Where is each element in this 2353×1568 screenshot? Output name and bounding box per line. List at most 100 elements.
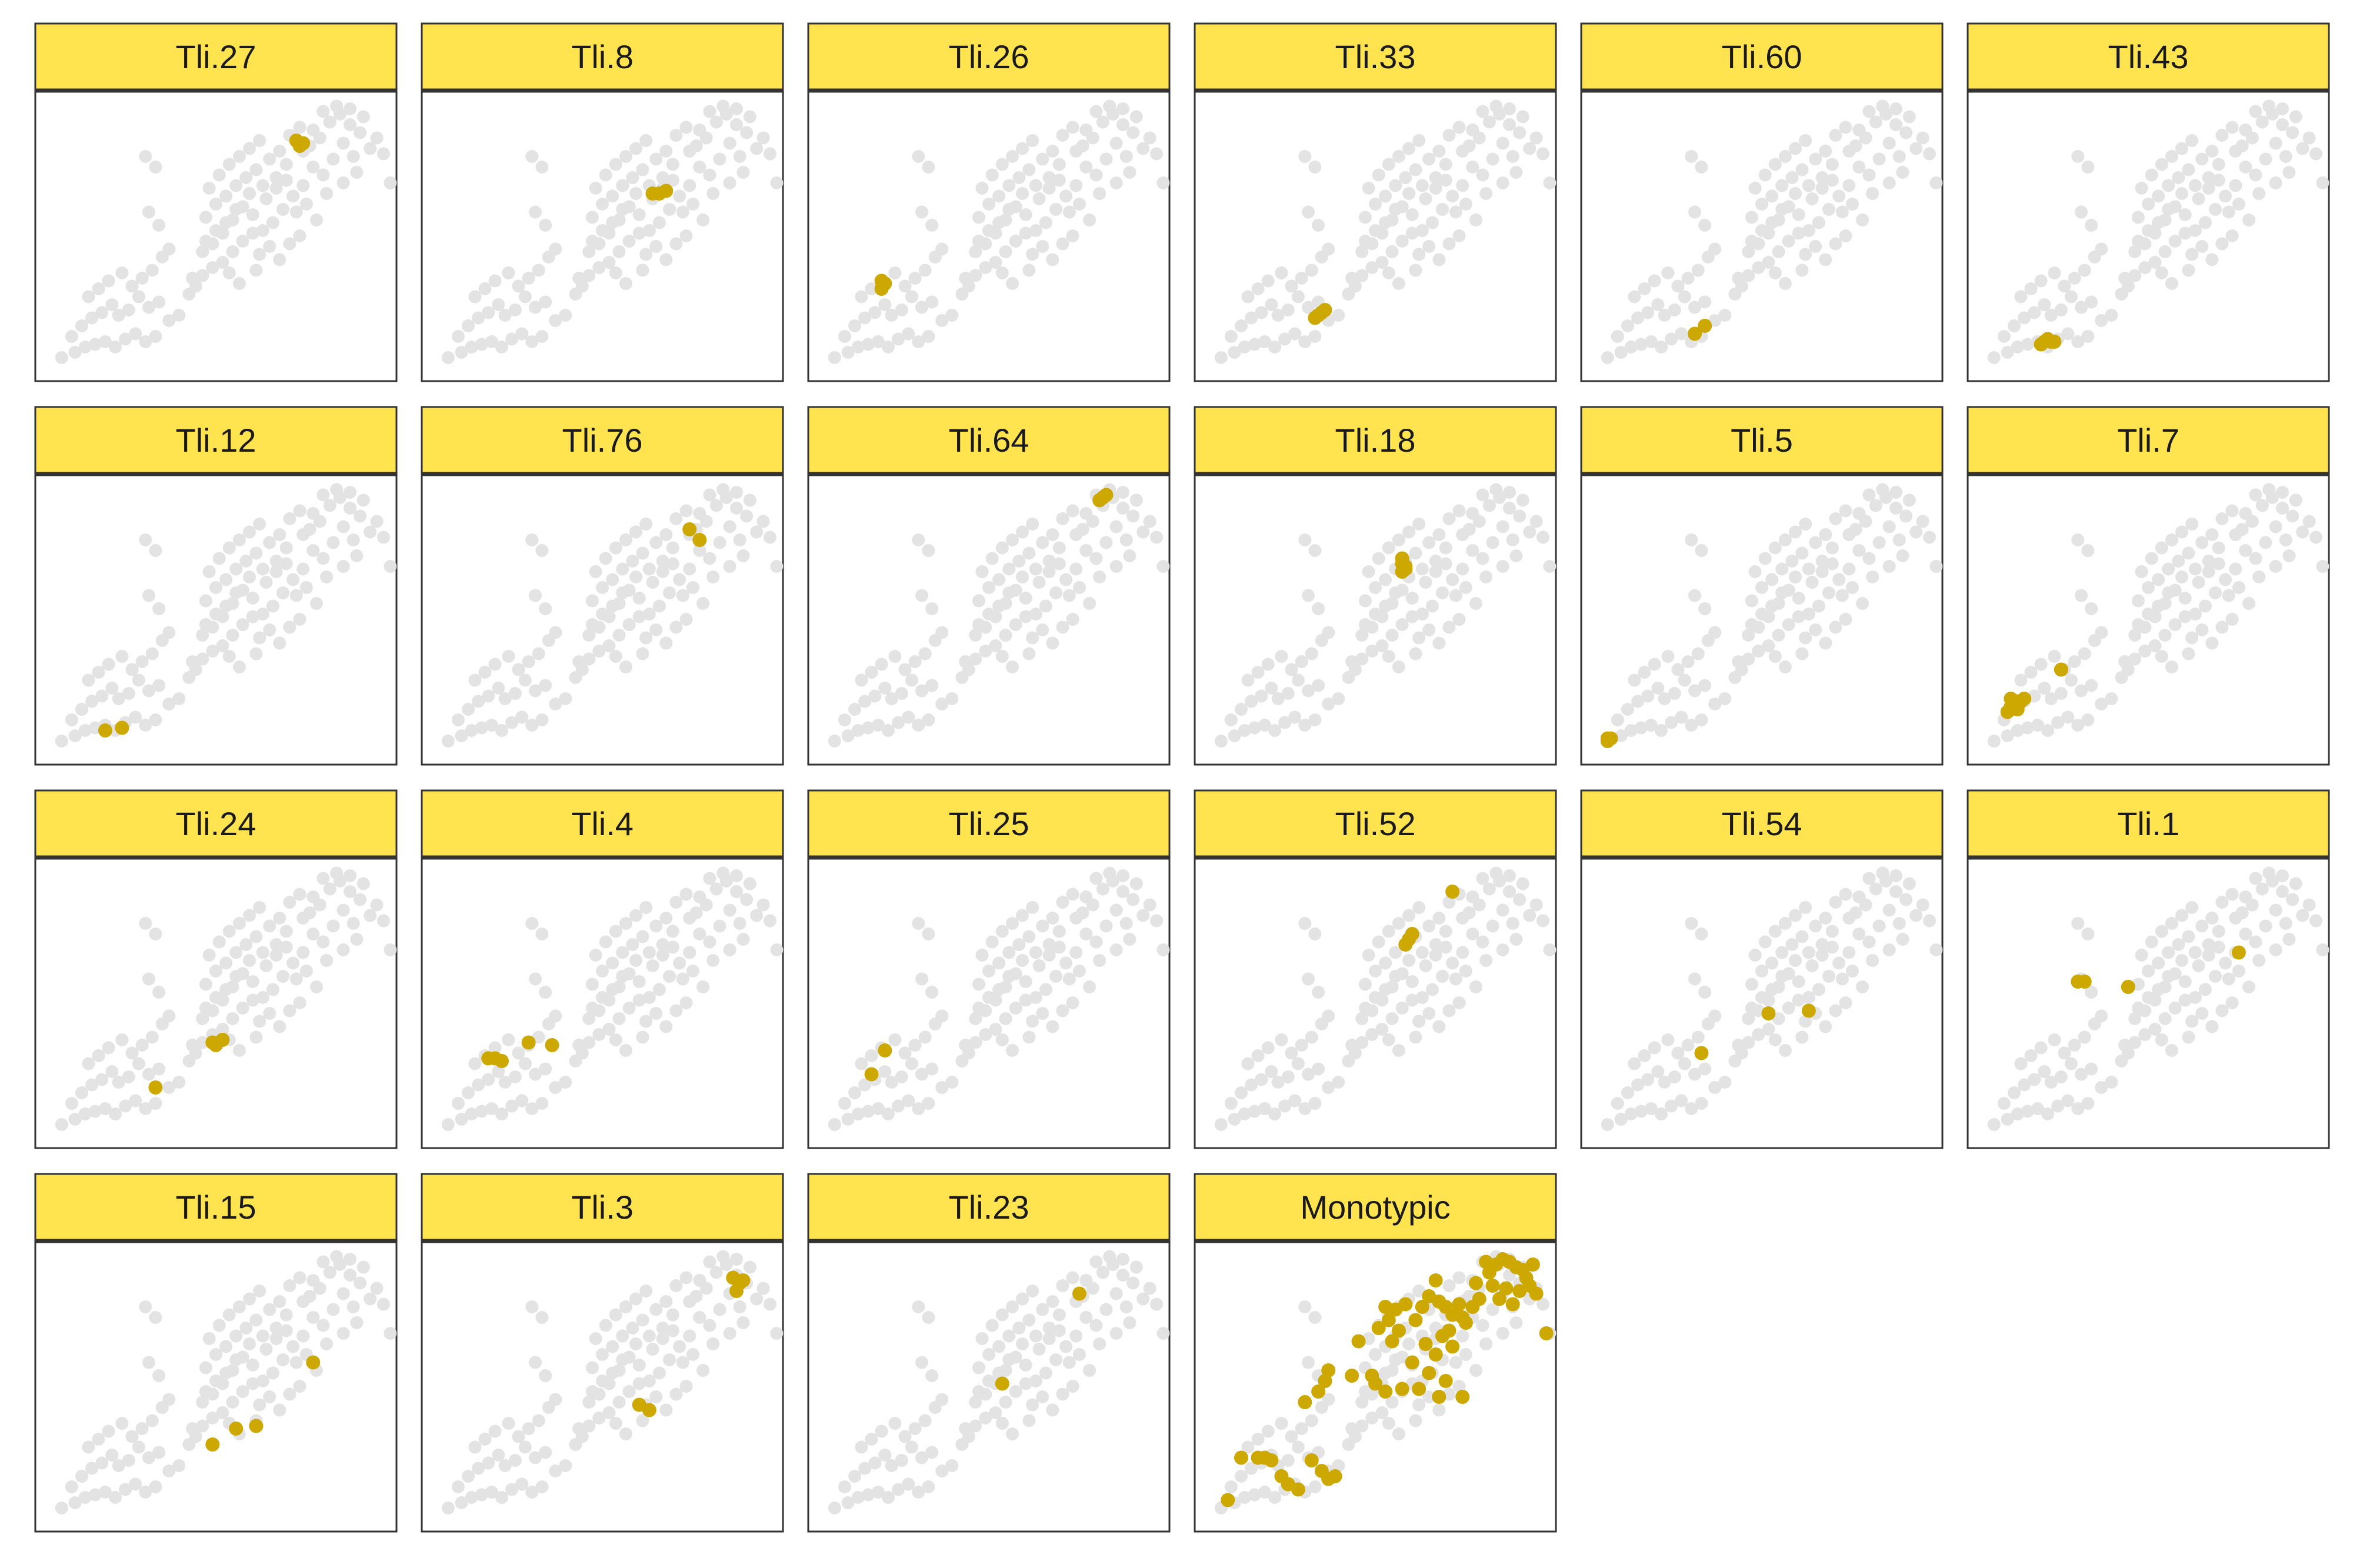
background-point	[1295, 655, 1308, 668]
background-point	[196, 1036, 209, 1049]
background-point	[1708, 698, 1722, 710]
background-point	[1258, 335, 1271, 348]
background-point	[286, 573, 300, 586]
background-point	[1668, 1070, 1681, 1083]
background-point	[2309, 914, 2322, 928]
background-point	[2192, 959, 2205, 972]
background-point	[202, 1332, 216, 1345]
background-point	[1509, 1316, 1523, 1329]
background-point	[885, 1459, 898, 1472]
background-point	[959, 655, 972, 668]
background-point	[636, 1313, 649, 1327]
background-point	[249, 163, 263, 176]
background-point	[1446, 189, 1459, 203]
background-point	[1496, 903, 1509, 917]
background-point	[1459, 1348, 1472, 1361]
background-point	[1305, 1030, 1318, 1044]
background-point	[730, 486, 743, 499]
background-point	[293, 504, 306, 518]
background-point	[1812, 216, 1825, 229]
highlight-point	[1525, 1257, 1540, 1272]
background-point	[2215, 1004, 2229, 1017]
background-point	[236, 1385, 249, 1398]
highlight-point	[1398, 938, 1413, 952]
background-point	[1708, 1009, 1722, 1023]
background-point	[1446, 956, 1459, 970]
background-point	[502, 266, 515, 279]
background-point	[1079, 544, 1093, 557]
background-point	[1372, 935, 1385, 949]
background-point	[1802, 608, 1815, 620]
background-point	[1634, 1105, 1648, 1118]
background-point	[263, 152, 276, 166]
background-point	[1069, 946, 1083, 959]
background-point	[636, 647, 649, 660]
background-point	[1987, 735, 2001, 748]
background-point	[162, 1081, 176, 1094]
background-point	[1476, 105, 1489, 118]
highlight-point	[1539, 1326, 1554, 1340]
facet-strip	[1580, 406, 1944, 475]
background-point	[612, 629, 626, 642]
background-point	[1742, 1036, 1755, 1049]
background-point	[2075, 205, 2088, 219]
background-point	[1869, 115, 1882, 129]
background-point	[172, 1076, 186, 1089]
background-point	[1755, 198, 1768, 211]
background-point	[2068, 272, 2081, 285]
background-point	[1143, 1282, 1156, 1295]
background-point	[344, 118, 356, 131]
background-point	[1369, 198, 1382, 211]
background-point	[1651, 298, 1665, 311]
background-point	[649, 623, 663, 636]
background-point	[992, 189, 1006, 203]
background-point	[472, 695, 485, 708]
background-point	[518, 1057, 532, 1070]
background-point	[1442, 896, 1456, 909]
highlight-point	[2121, 980, 2135, 994]
background-point	[1103, 866, 1116, 880]
background-point	[2095, 698, 2108, 710]
background-point	[2282, 549, 2296, 562]
background-point	[1896, 549, 1909, 562]
background-point	[838, 330, 851, 343]
background-point	[1516, 877, 1529, 890]
background-point	[1002, 562, 1016, 576]
background-point	[606, 189, 619, 203]
facet-tli-18: Tli.18	[1194, 406, 1557, 766]
background-point	[316, 105, 330, 118]
background-point	[1143, 515, 1156, 528]
background-point	[65, 713, 78, 726]
background-point	[1792, 975, 1805, 988]
background-point	[1648, 274, 1661, 288]
background-point	[2212, 541, 2225, 555]
background-point	[1688, 972, 1701, 986]
background-point	[529, 1067, 542, 1081]
background-point	[152, 679, 166, 692]
background-point	[1641, 689, 1655, 703]
background-point	[703, 872, 716, 885]
background-point	[1072, 1348, 1086, 1361]
background-point	[1312, 986, 1325, 999]
facet-tli-5: Tli.5	[1580, 406, 1944, 766]
background-point	[2128, 1012, 2142, 1025]
background-point	[599, 935, 612, 949]
background-point	[1046, 1020, 1059, 1033]
background-point	[243, 909, 256, 922]
background-point	[1056, 129, 1069, 142]
background-point	[985, 1319, 999, 1332]
background-point	[908, 1422, 922, 1435]
background-point	[2085, 986, 2098, 999]
background-point	[1624, 724, 1638, 737]
background-point	[679, 996, 693, 1009]
facet-panel	[1967, 856, 2330, 1149]
background-point	[918, 263, 932, 277]
highlight-point	[1452, 1297, 1467, 1312]
background-point	[2148, 256, 2162, 269]
background-point	[1016, 1292, 1029, 1306]
background-point	[1385, 1396, 1399, 1409]
facet-tli-12: Tli.12	[34, 406, 398, 766]
background-point	[1809, 623, 1822, 636]
background-point	[1819, 253, 1832, 266]
background-point	[2038, 1065, 2051, 1078]
